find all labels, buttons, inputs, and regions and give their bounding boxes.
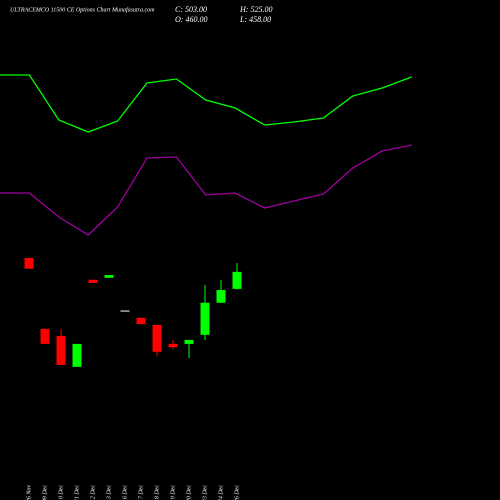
candle-body — [72, 343, 82, 367]
x-tick-label: 24 Dec — [217, 485, 224, 500]
low-label: L: 458.00 — [239, 15, 271, 24]
x-tick-label: 09 Dec — [42, 485, 48, 500]
candle-body — [56, 335, 66, 365]
x-tick-label: 23 Dec — [202, 485, 208, 500]
candle-body — [152, 324, 162, 352]
candle-body — [216, 290, 226, 303]
candle-body — [232, 271, 242, 289]
x-tick-label: 18 Dec — [154, 485, 160, 500]
x-tick-label: 19 Dec — [170, 485, 176, 500]
candle-body — [40, 328, 50, 344]
x-tick-label: 26 Nov — [26, 485, 32, 500]
x-tick-label: 12 Dec — [90, 485, 96, 500]
candle-body — [88, 279, 98, 283]
candle-body — [136, 317, 146, 325]
x-tick-label: 17 Dec — [138, 485, 144, 500]
x-tick-label: 10 Dec — [58, 485, 64, 500]
candle-body — [184, 339, 194, 344]
candle-body — [24, 258, 34, 269]
x-tick-label: 20 Dec — [186, 485, 192, 500]
indicator-line — [0, 74, 412, 133]
candle-body — [104, 275, 114, 278]
x-tick-label: 26 Dec — [234, 485, 240, 500]
candle-body — [200, 302, 210, 335]
chart-title: ULTRACEMCO 11500 CE Options Chart Munafa… — [10, 6, 155, 13]
open-label: O: 460.00 — [175, 15, 207, 24]
high-label: H: 525.00 — [239, 5, 272, 14]
indicator-line — [0, 144, 412, 236]
close-label: C: 503.00 — [175, 5, 207, 14]
x-tick-label: 13 Dec — [106, 485, 112, 500]
x-tick-label: 16 Dec — [122, 485, 128, 500]
candle-body — [168, 343, 178, 348]
x-tick-label: 11 Dec — [74, 485, 80, 500]
